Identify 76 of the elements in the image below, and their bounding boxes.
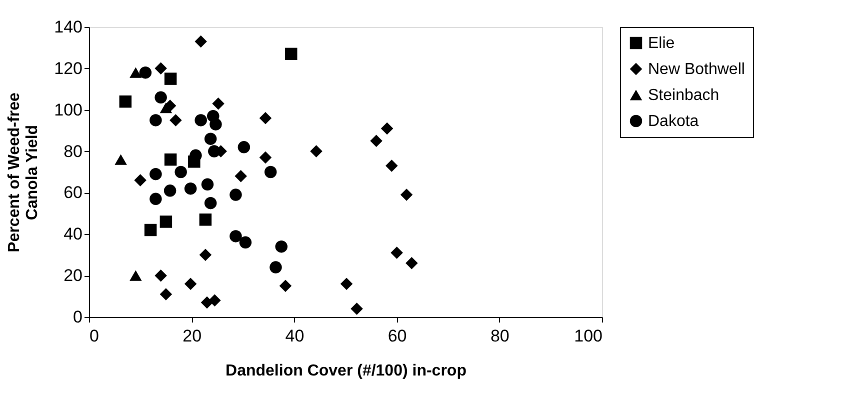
x-tick-label: 100 [574,326,602,346]
point [164,72,177,85]
y-tick-label: 40 [64,224,82,244]
point [194,114,207,126]
legend-label: Steinbach [648,87,720,104]
point [279,280,292,292]
point [238,141,250,154]
point [259,112,272,124]
point [264,166,277,178]
y-tick-label: 80 [64,142,82,161]
point [130,67,142,78]
point [130,270,142,281]
point [150,114,162,126]
point [380,122,394,135]
point [150,168,162,180]
point [200,296,214,309]
point [150,192,162,206]
point [154,91,167,104]
point [208,145,220,158]
point [350,302,363,315]
point [164,153,177,166]
point [400,188,413,201]
point [201,178,214,191]
point [212,98,224,110]
point [285,48,298,60]
point [134,174,146,186]
point [208,294,221,307]
point [204,132,217,145]
x-axis-title: Dandelion Cover (#/100) in-crop [226,362,467,380]
point [170,114,182,126]
point [154,62,167,75]
point [184,278,197,290]
y-tick-label: 140 [54,18,82,36]
point [270,261,282,274]
point [259,151,272,164]
point [160,288,172,300]
x-tick-label: 80 [490,326,510,346]
legend-label: New Bothwell [648,61,745,78]
legend-label: Dakota [648,113,699,130]
x-tick-label: 0 [90,326,99,346]
x-tick-label: 60 [388,326,407,346]
point [230,230,242,242]
point [204,196,217,210]
y-tick-label: 20 [64,266,82,286]
point [406,257,418,270]
point [119,95,132,108]
point [144,224,157,236]
point [164,184,176,197]
point [370,134,382,148]
point [174,166,187,178]
point [390,246,403,259]
point [160,216,172,228]
x-tick-label: 20 [182,326,202,346]
point [114,154,127,165]
point [160,102,172,114]
point [154,269,167,282]
x-tick-label: 40 [285,326,304,346]
point [199,214,212,226]
point [275,240,288,253]
y-tick-label: 100 [54,100,82,120]
point [239,236,252,249]
point [234,170,247,182]
point [139,66,152,79]
point [199,248,212,261]
y-tick-label: 120 [54,58,82,78]
point [184,182,197,195]
y-axis-title: Percent of Weed-free Canola Yield [6,92,42,252]
legend-label: Elie [648,35,675,52]
point [194,35,207,48]
point [210,118,222,130]
y-tick-label: 0 [73,308,82,326]
y-tick-label: 60 [64,183,82,202]
point [310,145,322,158]
point [340,278,353,290]
point [386,160,398,172]
point [230,188,242,201]
